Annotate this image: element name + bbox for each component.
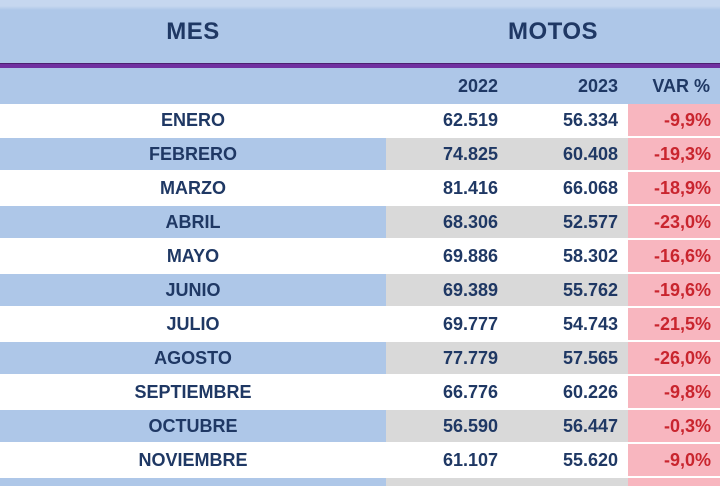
value-2022-cell: 68.306 (386, 206, 508, 240)
value-2023-cell: 56.447 (508, 410, 628, 444)
value-2023-cell: 55.620 (508, 444, 628, 478)
var-percent-cell: -18,9% (628, 172, 720, 206)
table-row: FEBRERO 74.825 60.408 -19,3% (0, 138, 720, 172)
value-2022-cell: 69.389 (386, 274, 508, 308)
month-cell: ENERO (0, 104, 386, 138)
table-row: AGOSTO 77.779 57.565 -26,0% (0, 342, 720, 376)
table-row: OCTUBRE 56.590 56.447 -0,3% (0, 410, 720, 444)
table-subheader-row: 2022 2023 VAR % (0, 68, 720, 104)
value-2022-cell: 62.519 (386, 104, 508, 138)
var-percent-cell: -9,0% (628, 444, 720, 478)
value-2023-cell: 54.743 (508, 308, 628, 342)
var-percent-cell: -26,0% (628, 342, 720, 376)
month-cell: MARZO (0, 172, 386, 206)
table-header-row: MES MOTOS (0, 0, 720, 63)
month-cell: OCTUBRE (0, 410, 386, 444)
month-cell: JUNIO (0, 274, 386, 308)
value-2022-cell: 69.777 (386, 308, 508, 342)
table-row: NOVIEMBRE 61.107 55.620 -9,0% (0, 444, 720, 478)
table-row: MARZO 81.416 66.068 -18,9% (0, 172, 720, 206)
value-2022-cell: 81.416 (386, 172, 508, 206)
value-2023-cell: 66.068 (508, 172, 628, 206)
column-header-2023: 2023 (577, 75, 618, 96)
value-2023-cell: 55.762 (508, 274, 628, 308)
value-2023-cell: 58.302 (508, 240, 628, 274)
value-2022-cell: 56.590 (386, 410, 508, 444)
var-percent-cell: -23,0% (628, 206, 720, 240)
var-percent-cell: -9,9% (628, 104, 720, 138)
var-percent-cell: -9,8% (628, 376, 720, 410)
var-percent-cell: -21,5% (628, 308, 720, 342)
value-2022-cell: 74.825 (386, 138, 508, 172)
value-2022-cell: 77.779 (386, 342, 508, 376)
table-row-partial (0, 478, 720, 486)
header-mes: MES (166, 17, 220, 45)
var-percent-cell: -16,6% (628, 240, 720, 274)
value-2023-cell: 56.334 (508, 104, 628, 138)
value-2022-cell: 61.107 (386, 444, 508, 478)
table-row: SEPTIEMBRE 66.776 60.226 -9,8% (0, 376, 720, 410)
value-2023-cell: 57.565 (508, 342, 628, 376)
month-cell: SEPTIEMBRE (0, 376, 386, 410)
column-header-var: VAR % (652, 75, 710, 96)
value-2022-cell: 66.776 (386, 376, 508, 410)
table-row: ABRIL 68.306 52.577 -23,0% (0, 206, 720, 240)
header-divider-line (0, 63, 720, 68)
table-row: ENERO 62.519 56.334 -9,9% (0, 104, 720, 138)
value-2022-cell (386, 478, 508, 486)
subheader-empty (0, 68, 386, 104)
column-header-2022: 2022 (457, 75, 498, 96)
table-row: JULIO 69.777 54.743 -21,5% (0, 308, 720, 342)
value-2023-cell: 52.577 (508, 206, 628, 240)
month-cell: AGOSTO (0, 342, 386, 376)
table-row: MAYO 69.886 58.302 -16,6% (0, 240, 720, 274)
value-2023-cell (508, 478, 628, 486)
month-cell: MAYO (0, 240, 386, 274)
value-2023-cell: 60.226 (508, 376, 628, 410)
var-percent-cell: -0,3% (628, 410, 720, 444)
month-cell (0, 478, 386, 486)
header-motos: MOTOS (507, 17, 599, 45)
table-body: ENERO 62.519 56.334 -9,9% FEBRERO 74.825 60.40… (0, 104, 720, 486)
table-row: JUNIO 69.389 55.762 -19,6% (0, 274, 720, 308)
var-percent-cell: -19,3% (628, 138, 720, 172)
month-cell: ABRIL (0, 206, 386, 240)
value-2023-cell: 60.408 (508, 138, 628, 172)
month-cell: NOVIEMBRE (0, 444, 386, 478)
var-percent-cell (628, 478, 720, 486)
month-cell: JULIO (0, 308, 386, 342)
month-cell: FEBRERO (0, 138, 386, 172)
var-percent-cell: -19,6% (628, 274, 720, 308)
value-2022-cell: 69.886 (386, 240, 508, 274)
